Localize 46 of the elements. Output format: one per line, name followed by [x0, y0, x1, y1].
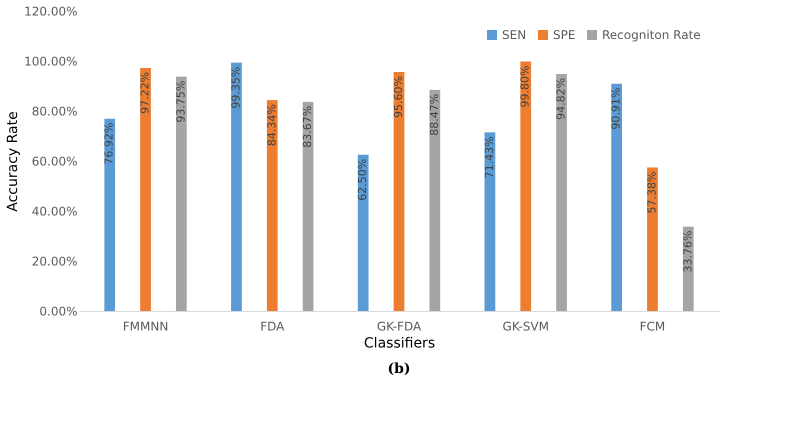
data-label: 84.34% [265, 104, 278, 146]
bar [429, 90, 440, 311]
x-tick-label: FMMNN [122, 320, 168, 334]
legend-label: Recogniton Rate [602, 28, 701, 42]
bar [104, 118, 116, 311]
x-tick-label: GK-SVM [502, 320, 549, 334]
data-label: 76.92% [102, 122, 116, 165]
data-label: 83.67% [301, 106, 314, 148]
y-tick-label: 20.00% [32, 254, 78, 268]
bar [140, 68, 151, 311]
bar [647, 168, 658, 311]
bar [520, 62, 532, 311]
data-label: 57.38% [645, 172, 658, 214]
bar [231, 62, 242, 311]
data-label: 33.76% [681, 230, 694, 273]
data-label: 93.75% [174, 80, 188, 123]
y-tick-label: 80.00% [32, 104, 78, 118]
y-tick-label: 0.00% [39, 304, 78, 318]
data-label: 90.91% [610, 88, 623, 130]
y-tick-label: 120.00% [24, 4, 78, 18]
data-label: 97.22% [138, 72, 152, 114]
y-axis-title: Accuracy Rate [5, 111, 22, 212]
data-label: 94.82% [554, 78, 568, 120]
data-label: 71.43% [482, 136, 496, 178]
bar [302, 102, 314, 311]
bar [394, 72, 404, 311]
bar [266, 100, 278, 311]
legend-label: SPE [553, 28, 576, 42]
y-tick-label: 40.00% [32, 204, 78, 218]
legend-label: SEN [502, 28, 526, 42]
bar [611, 84, 622, 311]
y-tick-label: 60.00% [32, 154, 78, 168]
y-tick-label: 100.00% [24, 54, 78, 68]
bar [176, 76, 187, 311]
x-tick-label: FDA [260, 320, 286, 334]
bar [556, 74, 567, 311]
data-label: 62.50% [356, 158, 370, 201]
data-label: 99.80% [518, 66, 532, 108]
bar [484, 132, 496, 311]
data-label: 88.47% [428, 94, 441, 136]
x-axis-title: Classifiers [364, 336, 436, 352]
data-label: 95.60% [392, 76, 405, 118]
x-tick-label: FCM [640, 320, 666, 334]
data-label: 99.35% [229, 66, 242, 109]
x-tick-label: GK-FDA [376, 320, 422, 334]
text: (b) [387, 361, 411, 377]
